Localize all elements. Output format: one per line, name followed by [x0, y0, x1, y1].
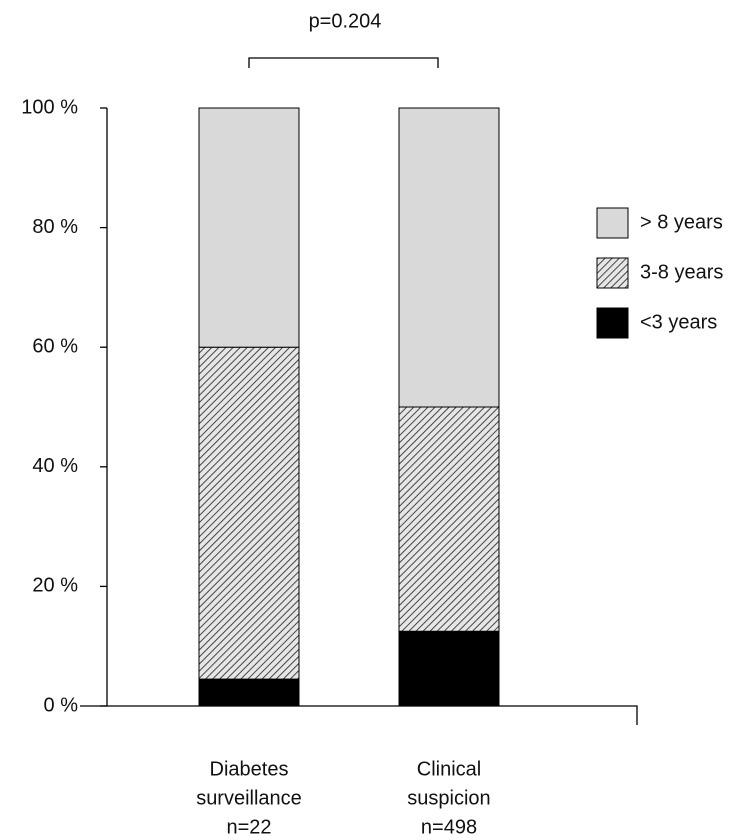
bracket: [248, 57, 439, 68]
x-tick-label: suspicion: [407, 787, 490, 809]
legend-label: > 8 years: [640, 211, 723, 233]
y-tick-label: 80 %: [32, 216, 78, 238]
legend-swatch: [596, 307, 629, 339]
legend-swatch: [596, 207, 629, 239]
x-tick-label: Clinical: [417, 758, 481, 780]
x-tick-label: Diabetes: [210, 758, 289, 780]
y-tick-label: 40 %: [32, 455, 78, 477]
legend-swatch: [596, 257, 629, 289]
x-tick-label: surveillance: [196, 787, 302, 809]
x-tick-label: n=498: [421, 816, 477, 838]
y-tick-label: 100 %: [21, 96, 78, 118]
y-tick-label: 60 %: [32, 335, 78, 357]
legend-label: <3 years: [640, 311, 717, 333]
legend-label: 3-8 years: [640, 261, 723, 283]
bar-segment: [198, 107, 300, 348]
bar-segment: [398, 107, 500, 408]
bar-segment: [398, 406, 500, 632]
bar-segment: [398, 630, 500, 707]
p-value: p=0.204: [309, 10, 382, 32]
bar-segment: [198, 346, 300, 680]
bar-segment: [198, 678, 300, 707]
x-axis: [80, 705, 638, 725]
y-tick-label: 20 %: [32, 575, 78, 597]
x-tick-label: n=22: [226, 816, 271, 838]
y-tick-label: 0 %: [44, 694, 79, 716]
